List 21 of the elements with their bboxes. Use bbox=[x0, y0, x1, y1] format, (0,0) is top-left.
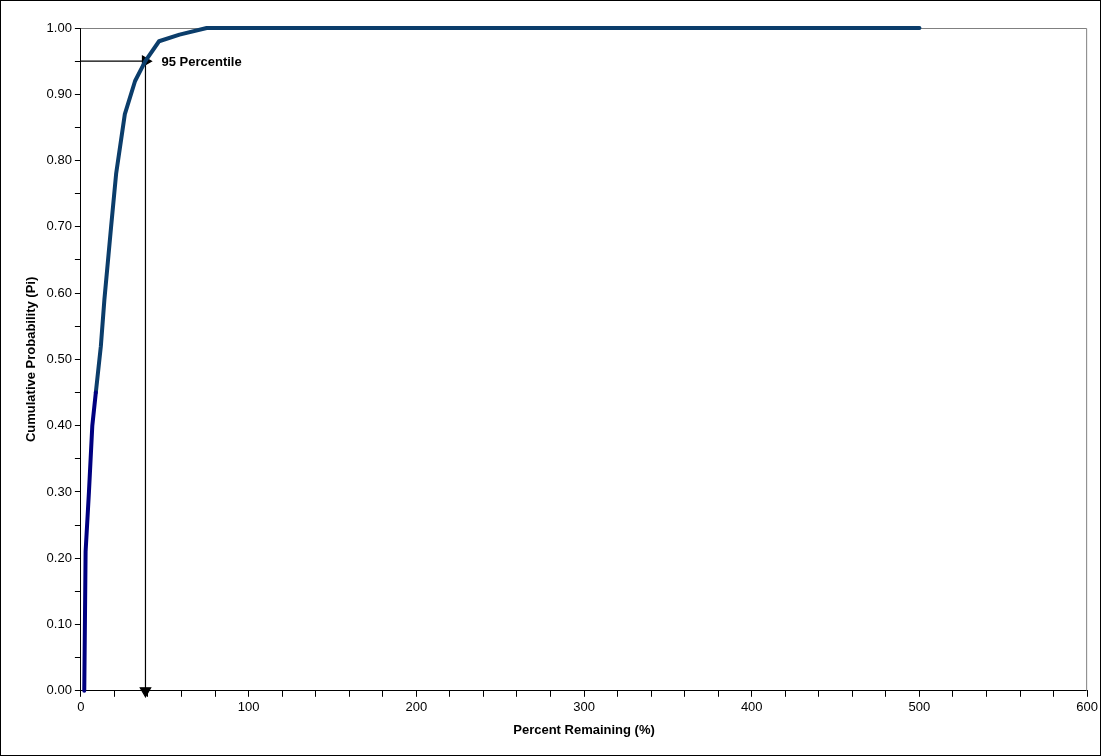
y-tick-label: 0.70 bbox=[46, 218, 72, 234]
y-tick-label: 0.90 bbox=[46, 85, 72, 101]
x-tick-label: 400 bbox=[740, 699, 763, 715]
y-tick-label: 0.00 bbox=[46, 682, 72, 698]
y-tick-label: 0.20 bbox=[46, 549, 72, 565]
y-axis-title: Cumulative Probability (Pi) bbox=[23, 276, 39, 443]
y-tick-label: 0.30 bbox=[46, 483, 72, 499]
y-tick-label: 1.00 bbox=[46, 19, 72, 35]
annotation: 95 Percentile bbox=[161, 53, 242, 69]
x-tick-label: 600 bbox=[1076, 699, 1099, 715]
x-tick-label: 300 bbox=[573, 699, 595, 715]
x-tick-label: 200 bbox=[405, 699, 428, 715]
y-tick-label: 0.50 bbox=[46, 350, 72, 366]
y-tick-label: 0.80 bbox=[46, 152, 72, 168]
y-tick-label: 0.40 bbox=[46, 417, 72, 433]
x-tick-label: 0 bbox=[77, 699, 85, 715]
y-tick-label: 0.60 bbox=[46, 284, 72, 300]
x-tick-label: 100 bbox=[237, 699, 260, 715]
y-tick-label: 0.10 bbox=[46, 616, 72, 632]
x-axis-title: Percent Remaining (%) bbox=[513, 721, 655, 737]
x-tick-label: 500 bbox=[908, 699, 931, 715]
